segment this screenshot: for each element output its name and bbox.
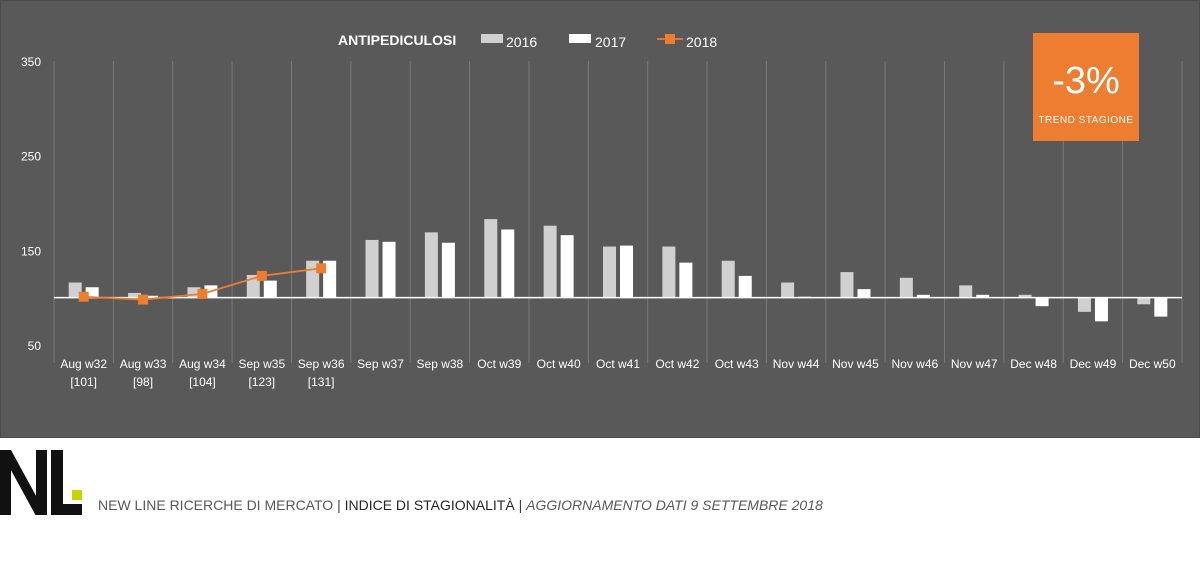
- bar-2017: [382, 241, 396, 298]
- x-tick-sublabel: [101]: [70, 375, 97, 389]
- logo-accent-square: [72, 490, 82, 500]
- bar-2017: [560, 235, 574, 298]
- x-tick-sublabel: [131]: [308, 375, 335, 389]
- bar-2017: [620, 245, 633, 298]
- bar-2016: [1018, 294, 1032, 298]
- bar-2017: [679, 262, 693, 298]
- chart-svg: 50 150 250 350 Aug w32 [101] Aug w33 [98] Aug w3…: [21, 32, 1183, 389]
- bar-2016: [187, 287, 201, 298]
- bar-2016: [1137, 297, 1151, 305]
- chart-title: ANTIPEDICULOSI: [338, 32, 456, 48]
- footer-index: INDICE DI STAGIONALITÀ: [344, 497, 515, 513]
- bar-2016: [781, 282, 795, 298]
- x-tick-label: Aug w33: [120, 357, 167, 371]
- new-line-logo: [0, 450, 82, 515]
- x-tick-sublabel: [123]: [248, 375, 275, 389]
- legend-swatch-2017: [569, 34, 591, 43]
- legend-label-2016: 2016: [506, 34, 537, 50]
- bar-2016: [662, 246, 676, 298]
- x-tick-label: Nov w44: [773, 357, 820, 371]
- footer-separator: |: [337, 497, 341, 513]
- x-tick-label: Dec w49: [1070, 357, 1117, 371]
- point-2018: [138, 294, 149, 305]
- bar-2016: [68, 282, 82, 298]
- y-tick-label: 250: [21, 150, 41, 164]
- x-tick-label: Aug w32: [60, 357, 107, 371]
- x-tick-label: Aug w34: [179, 357, 226, 371]
- x-tick-label: Nov w47: [951, 357, 998, 371]
- bar-2017: [323, 260, 337, 298]
- bar-2017: [1154, 297, 1168, 317]
- trend-badge: -3% TREND STAGIONE: [1033, 33, 1139, 141]
- bar-2017: [441, 242, 455, 298]
- x-tick-label: Oct w43: [715, 357, 759, 371]
- x-tick-label: Oct w40: [537, 357, 581, 371]
- y-tick-label: 150: [21, 244, 41, 258]
- bar-2017: [1035, 297, 1049, 307]
- bar-2017: [916, 294, 930, 298]
- legend-label-2017: 2017: [595, 34, 626, 50]
- bar-2016: [959, 285, 973, 298]
- footer-separator: |: [518, 497, 523, 513]
- x-tick-label: Oct w41: [596, 357, 640, 371]
- bar-2016: [899, 277, 913, 298]
- x-tick-label: Oct w39: [477, 357, 521, 371]
- bar-2016: [246, 274, 260, 298]
- bar-2017: [1094, 297, 1108, 322]
- legend-marker-2018: [665, 34, 675, 44]
- x-tick-sublabel: [104]: [189, 375, 216, 389]
- bar-2016: [603, 246, 616, 298]
- x-tick-label: Sep w35: [238, 357, 285, 371]
- chart-panel: 50 150 250 350 Aug w32 [101] Aug w33 [98] Aug w3…: [0, 0, 1200, 438]
- bar-2017: [976, 294, 990, 298]
- bar-2017: [738, 275, 752, 298]
- bar-2017: [263, 280, 277, 298]
- x-tick-label: Nov w45: [832, 357, 879, 371]
- trend-value: -3%: [1052, 60, 1120, 102]
- point-2018: [78, 291, 89, 302]
- bar-2016: [1077, 297, 1091, 312]
- x-tick-label: Sep w37: [357, 357, 404, 371]
- bar-2016: [721, 260, 735, 298]
- point-2018: [197, 288, 208, 299]
- bar-2017: [501, 229, 515, 298]
- point-2018: [316, 263, 327, 274]
- y-tick-label: 50: [28, 339, 42, 353]
- bar-2016: [128, 292, 142, 298]
- y-tick-label: 350: [21, 55, 41, 69]
- bar-2017: [857, 289, 871, 298]
- bar-2016: [543, 225, 557, 298]
- bar-2016: [365, 239, 379, 298]
- bar-2016: [484, 219, 498, 298]
- x-tick-label: Dec w50: [1129, 357, 1176, 371]
- bar-2016: [424, 232, 438, 298]
- footer-company: NEW LINE RICERCHE DI MERCATO: [98, 497, 334, 513]
- point-2018: [256, 270, 267, 281]
- footer: [0, 440, 1200, 570]
- trend-label: TREND STAGIONE: [1038, 115, 1134, 126]
- x-tick-sublabel: [98]: [133, 375, 153, 389]
- footer-update: AGGIORNAMENTO DATI 9 SETTEMBRE 2018: [526, 497, 823, 513]
- bar-2016: [840, 272, 854, 298]
- bar-2017: [145, 295, 159, 298]
- legend-swatch-2016: [481, 34, 503, 43]
- footer-caption: NEW LINE RICERCHE DI MERCATO | INDICE DI…: [98, 497, 823, 513]
- x-tick-label: Oct w42: [655, 357, 699, 371]
- x-tick-label: Dec w48: [1010, 357, 1057, 371]
- bar-2017: [85, 287, 99, 298]
- x-tick-label: Sep w36: [298, 357, 345, 371]
- x-tick-label: Nov w46: [891, 357, 938, 371]
- legend-label-2018: 2018: [686, 34, 717, 50]
- x-tick-label: Sep w38: [417, 357, 464, 371]
